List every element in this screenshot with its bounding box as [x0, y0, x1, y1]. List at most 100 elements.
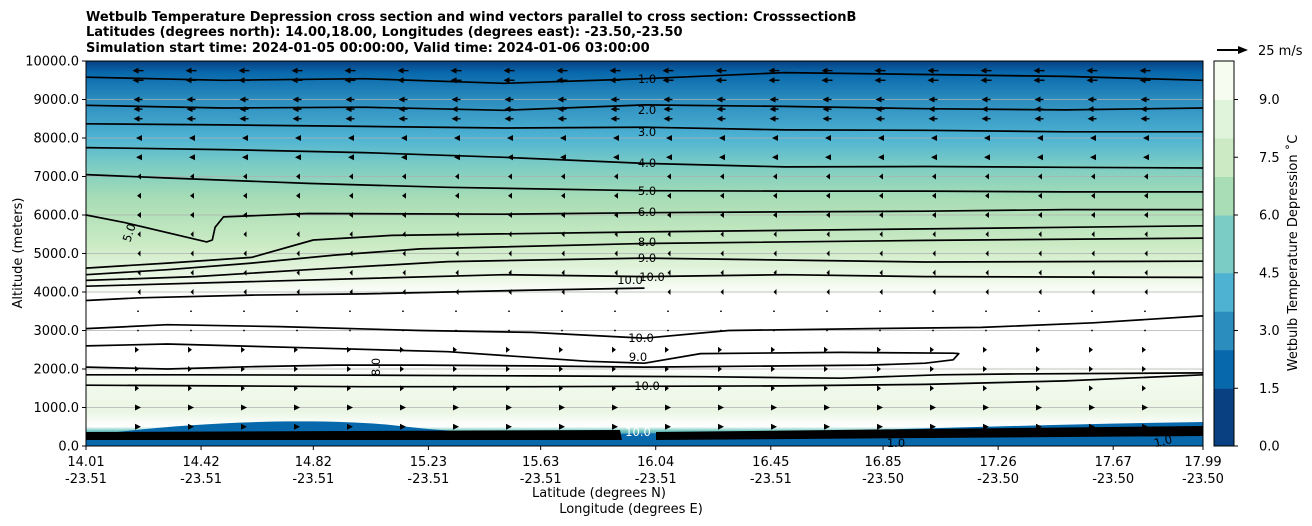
wind-vector-306	[455, 329, 457, 332]
wind-vector-193	[826, 212, 830, 218]
wind-vector-129	[613, 154, 619, 161]
surface-contour-band-right	[656, 426, 1203, 440]
wind-vector-253	[826, 269, 830, 276]
contour-line-12	[86, 343, 960, 370]
wind-vector-281	[190, 310, 192, 313]
wind-vector-357	[1036, 366, 1040, 372]
wind-vector-75	[928, 106, 938, 113]
wind-vector-42	[239, 96, 249, 103]
wind-vector-290	[667, 310, 669, 313]
wind-vector-56	[981, 96, 991, 103]
wind-vector-134	[878, 154, 884, 161]
wind-vector-130	[666, 154, 672, 161]
wind-vector-103	[295, 135, 301, 141]
wind-vector-352	[771, 366, 775, 372]
wind-vector-276	[985, 289, 989, 295]
wind-vector-267	[508, 289, 512, 295]
wind-vector-171	[720, 192, 724, 199]
x-tick-label-lat-9: 17.67	[1095, 455, 1132, 470]
wind-vector-367	[506, 385, 510, 392]
wind-vector-308	[561, 329, 563, 332]
wind-vector-18	[1086, 67, 1098, 74]
wind-vector-358	[1089, 366, 1093, 372]
wind-vector-174	[879, 192, 883, 199]
wind-vector-314	[879, 329, 881, 332]
wind-vector-26	[450, 77, 462, 84]
x-tick-label-lon-3: -23.51	[407, 472, 449, 487]
wind-vector-67	[504, 106, 514, 113]
wind-vector-50	[663, 96, 673, 103]
wind-vector-170	[667, 192, 671, 199]
contour-label-9b: 9.0	[629, 350, 647, 364]
wind-vector-82	[239, 115, 249, 122]
x-tick-label-lat-7: 16.85	[864, 455, 901, 470]
wind-vector-153	[826, 173, 830, 180]
wind-vector-335	[930, 346, 934, 353]
y-tick-label-2: 2000.0	[34, 363, 80, 378]
wind-vector-63	[292, 106, 302, 113]
wind-vector-376	[983, 385, 987, 392]
wind-vector-285	[402, 310, 404, 313]
wind-vector-111	[719, 135, 725, 141]
wind-vector-190	[667, 212, 671, 218]
colorbar-band-3	[1214, 369, 1234, 389]
wind-vector-70	[663, 106, 673, 113]
wind-vector-27	[503, 77, 515, 84]
wind-vector-410	[665, 423, 671, 430]
wind-vector-48	[557, 96, 567, 103]
wind-vector-199	[1144, 212, 1148, 218]
wind-vector-307	[508, 329, 510, 332]
wind-vector-349	[612, 366, 616, 372]
wind-vector-25	[397, 77, 409, 84]
wind-vector-319	[1144, 329, 1146, 332]
wind-vector-415	[930, 423, 936, 430]
wind-vector-282	[243, 310, 245, 313]
wind-vector-374	[877, 385, 881, 392]
wind-vector-51	[716, 96, 726, 103]
x-tick-label-lon-1: -23.51	[180, 472, 222, 487]
wind-vector-393	[824, 404, 830, 411]
colorbar-band-2	[1214, 388, 1234, 408]
wind-vector-418	[1089, 423, 1095, 430]
wind-vector-336	[983, 346, 987, 353]
wind-vector-381	[188, 404, 194, 411]
wind-vector-208	[561, 231, 565, 238]
x-axis: 14.01 -23.51 14.42 -23.51 14.82 -23.51 15.23 -2…	[65, 446, 1224, 487]
wind-vector-10	[662, 67, 674, 74]
surface-contour-band-left	[86, 430, 622, 440]
wind-vector-128	[560, 154, 566, 161]
wind-vector-132	[772, 154, 778, 161]
wind-vector-293	[826, 310, 828, 313]
y-tick-label-3: 3000.0	[34, 324, 80, 339]
wind-vector-409	[612, 423, 618, 430]
wind-vector-45	[398, 96, 408, 103]
contour-line-14	[86, 373, 1203, 388]
wind-vector-24	[344, 77, 356, 84]
wind-vector-64	[345, 106, 355, 113]
wind-vector-405	[400, 423, 406, 430]
contour-label-6: 6.0	[638, 205, 656, 219]
wind-vector-226	[455, 250, 459, 257]
contour-line-11	[86, 315, 1203, 340]
wind-vector-338	[1089, 346, 1093, 353]
wind-vector-218	[1091, 231, 1095, 238]
wind-vector-257	[1038, 269, 1042, 276]
x-tick-label-lon-10: -23.50	[1182, 472, 1224, 487]
y-tick-label-10: 10000.0	[25, 55, 79, 70]
wind-vector-207	[508, 231, 512, 238]
wind-vector-261	[190, 289, 194, 295]
wind-vector-161	[190, 192, 194, 199]
wind-vector-2	[238, 67, 250, 74]
contour-line-9	[86, 273, 1203, 288]
wind-vector-65	[398, 106, 408, 113]
wind-vector-133	[825, 154, 831, 161]
wind-vector-191	[720, 212, 724, 218]
wind-vector-43	[292, 96, 302, 103]
wind-vector-85	[398, 115, 408, 122]
wind-vector-297	[1038, 310, 1040, 313]
wind-vector-33	[821, 77, 833, 84]
wind-vector-200	[137, 231, 141, 238]
wind-vector-383	[294, 404, 300, 411]
wind-vector-83	[292, 115, 302, 122]
wind-vector-275	[932, 289, 936, 295]
